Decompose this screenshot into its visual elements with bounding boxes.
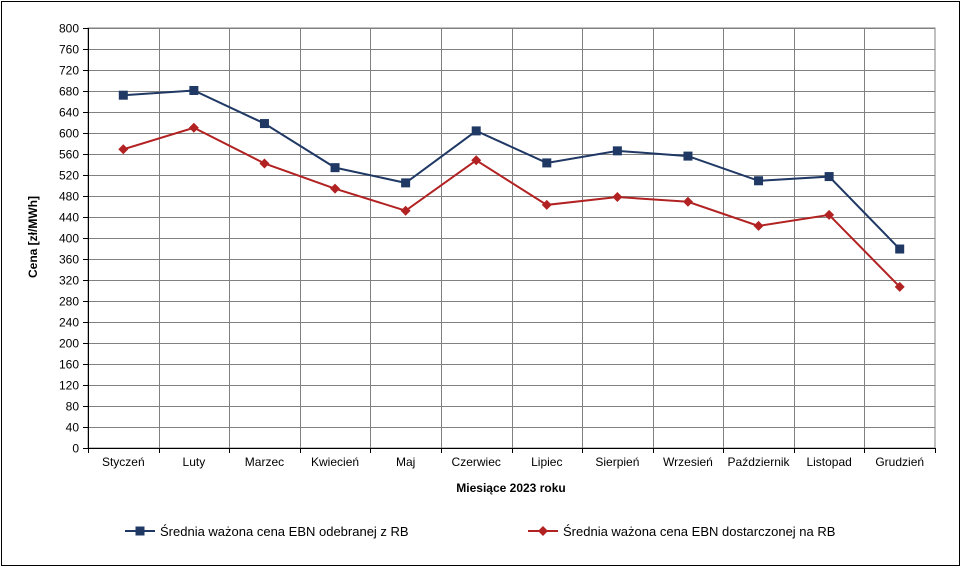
data-point bbox=[754, 176, 764, 186]
series-1 bbox=[118, 85, 905, 254]
x-axis-ticks: Styczeń Luty Marzec Kwiecień Maj Czerwiec Lipi… bbox=[88, 448, 936, 469]
x-tick-label: Grudzień bbox=[875, 455, 924, 469]
y-tick-label: 800 bbox=[59, 22, 79, 36]
legend-item: Średnia ważona cena EBN odebranej z RB bbox=[125, 524, 409, 539]
legend-item: Średnia ważona cena EBN dostarczonej na … bbox=[528, 524, 835, 539]
y-tick-label: 640 bbox=[59, 106, 79, 120]
data-point bbox=[824, 172, 834, 182]
data-point bbox=[612, 192, 623, 203]
data-point bbox=[683, 151, 693, 161]
data-point bbox=[471, 155, 482, 166]
data-point bbox=[135, 526, 145, 536]
y-tick-label: 360 bbox=[59, 253, 79, 267]
x-tick-label: Sierpień bbox=[595, 455, 639, 469]
data-point bbox=[471, 126, 481, 136]
legend: Średnia ważona cena EBN odebranej z RB Śr… bbox=[125, 524, 835, 539]
y-tick-label: 40 bbox=[66, 421, 80, 435]
x-tick-label: Kwiecień bbox=[311, 455, 359, 469]
data-point bbox=[541, 199, 552, 210]
y-tick-label: 160 bbox=[59, 358, 79, 372]
x-tick-label: Styczeń bbox=[102, 455, 145, 469]
data-point bbox=[330, 183, 341, 194]
data-point bbox=[538, 526, 548, 536]
y-tick-label: 440 bbox=[59, 211, 79, 225]
y-tick-label: 240 bbox=[59, 316, 79, 330]
x-tick-label: Luty bbox=[183, 455, 206, 469]
y-tick-label: 760 bbox=[59, 43, 79, 57]
data-point bbox=[753, 220, 764, 231]
data-point bbox=[894, 281, 905, 292]
data-point bbox=[259, 158, 270, 169]
y-tick-label: 400 bbox=[59, 232, 79, 246]
data-point bbox=[118, 144, 129, 155]
y-tick-label: 280 bbox=[59, 295, 79, 309]
data-point bbox=[542, 158, 552, 168]
y-axis-ticks: 0 40 80 120 160 200 240 280 320 360 400 440 480 520 56… bbox=[59, 22, 88, 456]
x-tick-label: Czerwiec bbox=[452, 455, 501, 469]
data-point bbox=[824, 209, 835, 220]
data-point bbox=[401, 178, 411, 188]
data-point bbox=[330, 163, 340, 173]
series-line bbox=[122, 126, 901, 288]
data-point bbox=[189, 85, 199, 95]
x-tick-label: Wrzesień bbox=[663, 455, 713, 469]
y-tick-label: 200 bbox=[59, 337, 79, 351]
x-tick-label: Listopad bbox=[806, 455, 851, 469]
data-point bbox=[188, 122, 199, 133]
y-tick-label: 320 bbox=[59, 274, 79, 288]
data-point bbox=[682, 196, 693, 207]
y-tick-label: 120 bbox=[59, 379, 79, 393]
x-tick-label: Maj bbox=[396, 455, 415, 469]
x-axis-title: Miesiące 2023 roku bbox=[456, 481, 565, 495]
data-point bbox=[895, 244, 905, 254]
y-tick-label: 720 bbox=[59, 64, 79, 78]
series-line bbox=[123, 89, 901, 250]
gridlines bbox=[88, 28, 935, 449]
x-tick-label: Październik bbox=[728, 455, 791, 469]
x-tick-label: Lipiec bbox=[531, 455, 562, 469]
y-tick-label: 0 bbox=[72, 442, 79, 456]
y-tick-label: 520 bbox=[59, 169, 79, 183]
series-layer bbox=[118, 85, 905, 292]
y-axis-title: Cena [zł/MWh] bbox=[26, 196, 40, 278]
series-2 bbox=[118, 122, 905, 292]
legend-label: Średnia ważona cena EBN odebranej z RB bbox=[160, 524, 409, 539]
y-tick-label: 480 bbox=[59, 190, 79, 204]
y-tick-label: 560 bbox=[59, 148, 79, 162]
legend-label: Średnia ważona cena EBN dostarczonej na … bbox=[563, 524, 835, 539]
data-point bbox=[118, 90, 128, 100]
x-tick-label: Marzec bbox=[245, 455, 284, 469]
data-point bbox=[400, 205, 411, 216]
data-point bbox=[259, 119, 269, 129]
y-tick-label: 600 bbox=[59, 127, 79, 141]
data-point bbox=[612, 146, 622, 156]
y-tick-label: 680 bbox=[59, 85, 79, 99]
y-tick-label: 80 bbox=[66, 400, 80, 414]
